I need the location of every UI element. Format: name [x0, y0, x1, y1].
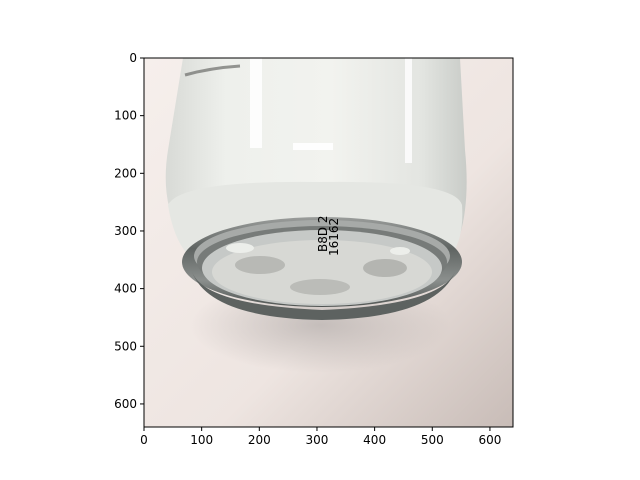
can-code-line-1: B8D 2 [316, 215, 330, 252]
y-tick-label: 100 [114, 109, 137, 123]
can-code-line-2: 16162 [327, 218, 341, 256]
y-tick-label: 200 [114, 166, 137, 180]
x-tick-label: 100 [190, 433, 213, 447]
y-tick-label: 300 [114, 224, 137, 238]
x-axis: 0 100 200 300 400 500 600 [140, 427, 501, 447]
y-tick-label: 500 [114, 339, 137, 353]
x-tick-label: 400 [363, 433, 386, 447]
y-tick-label: 0 [129, 51, 137, 65]
x-tick-label: 600 [478, 433, 501, 447]
x-tick-label: 500 [421, 433, 444, 447]
x-tick-label: 200 [248, 433, 271, 447]
x-tick-label: 0 [140, 433, 148, 447]
x-tick-label: 300 [306, 433, 329, 447]
photo-image: B8D 2 16162 [144, 58, 513, 427]
y-axis: 0 100 200 300 400 500 600 [114, 51, 144, 411]
y-tick-label: 600 [114, 397, 137, 411]
y-tick-label: 400 [114, 282, 137, 296]
axes-frame [143, 57, 514, 428]
